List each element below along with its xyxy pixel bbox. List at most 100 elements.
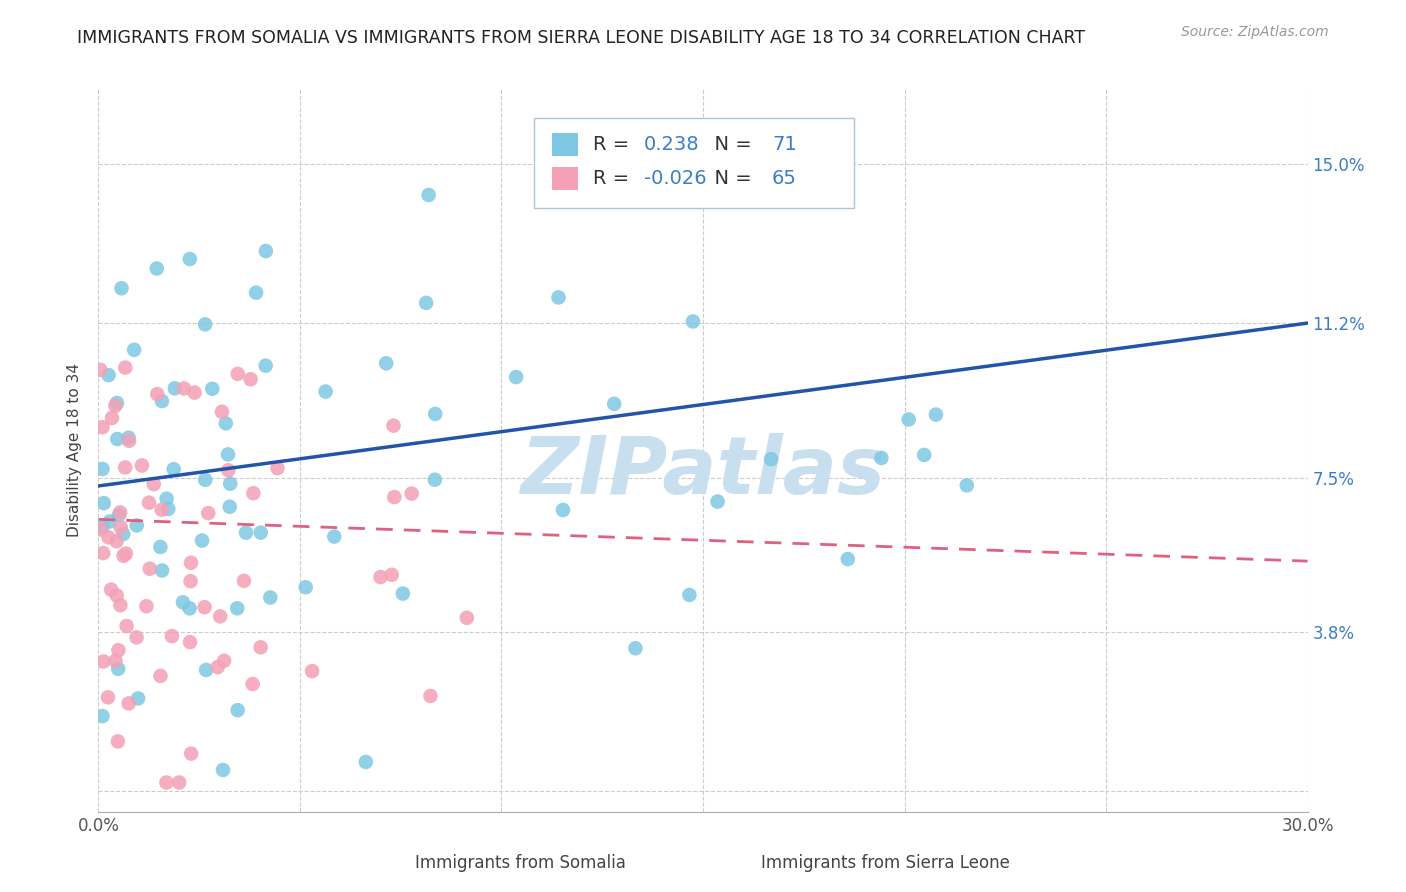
Point	[706, 494, 728, 508]
Text: Immigrants from Somalia: Immigrants from Somalia	[415, 854, 626, 871]
Point	[415, 296, 437, 310]
Point	[97, 690, 120, 705]
Point	[149, 669, 172, 683]
Point	[115, 547, 138, 561]
Point	[163, 381, 186, 395]
Point	[179, 635, 201, 649]
Point	[925, 408, 948, 422]
Point	[194, 318, 217, 332]
Point	[100, 582, 122, 597]
Point	[125, 631, 148, 645]
Point	[173, 381, 195, 395]
Point	[837, 552, 859, 566]
Point	[194, 600, 217, 615]
Point	[149, 540, 172, 554]
Text: 71: 71	[772, 136, 797, 154]
Point	[112, 527, 135, 541]
Point	[418, 188, 440, 202]
Text: N =: N =	[702, 136, 758, 154]
Point	[254, 359, 277, 373]
Point	[156, 491, 179, 506]
Point	[201, 382, 224, 396]
Y-axis label: Disability Age 18 to 34: Disability Age 18 to 34	[67, 363, 83, 538]
Point	[98, 515, 121, 529]
Point	[105, 396, 128, 410]
Point	[110, 520, 132, 534]
Point	[131, 458, 153, 473]
Point	[115, 619, 138, 633]
Text: Source: ZipAtlas.com: Source: ZipAtlas.com	[1181, 25, 1329, 39]
Point	[101, 411, 124, 425]
Point	[207, 660, 229, 674]
Point	[226, 367, 249, 381]
Point	[197, 506, 219, 520]
Text: 0.238: 0.238	[644, 136, 699, 154]
Point	[547, 290, 569, 304]
Point	[419, 689, 441, 703]
Point	[226, 703, 249, 717]
Point	[245, 285, 267, 300]
Point	[180, 556, 202, 570]
Point	[110, 281, 132, 295]
Point	[551, 503, 574, 517]
Point	[211, 405, 233, 419]
Point	[122, 343, 145, 357]
Point	[150, 502, 173, 516]
Point	[194, 473, 217, 487]
Point	[239, 372, 262, 386]
Point	[157, 502, 180, 516]
Point	[232, 574, 254, 588]
Text: 65: 65	[772, 169, 797, 187]
Point	[315, 384, 337, 399]
Point	[104, 399, 127, 413]
Point	[381, 567, 404, 582]
Point	[93, 496, 115, 510]
Point	[195, 663, 218, 677]
Point	[723, 136, 745, 151]
Point	[112, 549, 135, 563]
Point	[91, 709, 114, 723]
Point	[218, 500, 240, 514]
Point	[217, 447, 239, 461]
Point	[242, 486, 264, 500]
Point	[375, 356, 398, 370]
Text: N =: N =	[702, 169, 758, 187]
Point	[138, 562, 160, 576]
Point	[215, 417, 238, 431]
Point	[183, 385, 205, 400]
Point	[110, 598, 132, 612]
Point	[254, 244, 277, 258]
Point	[249, 525, 271, 540]
Point	[172, 595, 194, 609]
Point	[160, 629, 183, 643]
Point	[603, 397, 626, 411]
Point	[401, 486, 423, 500]
Point	[89, 363, 111, 377]
Point	[138, 495, 160, 509]
Point	[105, 432, 128, 446]
FancyBboxPatch shape	[551, 133, 578, 156]
Point	[382, 418, 405, 433]
Point	[135, 599, 157, 614]
Point	[107, 734, 129, 748]
Point	[97, 368, 120, 383]
Point	[142, 477, 165, 491]
Point	[179, 601, 201, 615]
Point	[180, 574, 202, 589]
Point	[108, 508, 131, 522]
Point	[89, 523, 111, 537]
Point	[212, 654, 235, 668]
Point	[179, 252, 201, 266]
Point	[423, 473, 446, 487]
Point	[226, 601, 249, 615]
Point	[114, 460, 136, 475]
Point	[180, 747, 202, 761]
Point	[956, 478, 979, 492]
Point	[117, 431, 139, 445]
Point	[242, 677, 264, 691]
Point	[759, 452, 782, 467]
Point	[163, 462, 186, 476]
Point	[678, 588, 700, 602]
Point	[146, 261, 169, 276]
Point	[118, 434, 141, 448]
